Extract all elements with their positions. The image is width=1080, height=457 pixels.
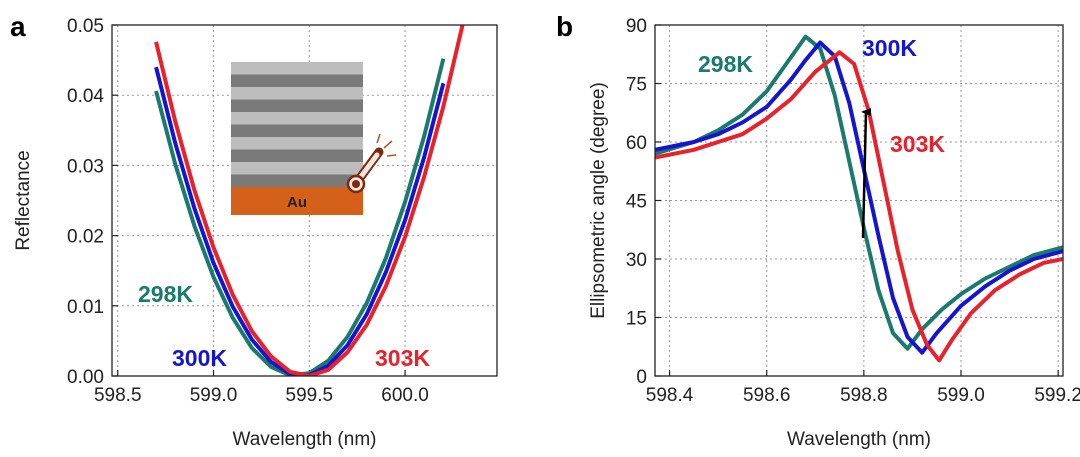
x-tick-label: 599.0 [937, 385, 985, 406]
layer [231, 112, 363, 125]
y-tick-label: 0.00 [67, 367, 104, 388]
series-label: 300K [172, 345, 227, 371]
panel-label: a [10, 11, 26, 42]
x-tick-label: 599.0 [190, 385, 238, 406]
plot-lines [154, 25, 465, 376]
x-tick-label: 600.0 [381, 385, 429, 406]
gold-layer [231, 187, 363, 215]
y-tick-label: 0.01 [67, 297, 104, 318]
x-tick-label: 598.5 [94, 385, 142, 406]
panel-label: b [556, 11, 573, 42]
x-tick-label: 599.5 [286, 385, 334, 406]
y-tick-label: 0.04 [67, 86, 104, 107]
y-tick-label: 75 [626, 75, 647, 96]
y-tick-label: 0 [636, 367, 647, 388]
plot-frame [111, 24, 498, 377]
layer [231, 62, 363, 75]
heat-mark [376, 133, 381, 144]
series-label: 303K [375, 345, 430, 371]
series-label: 303K [890, 131, 945, 157]
x-tick-label: 599.2 [1034, 385, 1080, 406]
layer [231, 137, 363, 150]
inset-label: Au [287, 194, 307, 211]
y-tick-label: 90 [626, 16, 647, 37]
heat-mark [386, 154, 397, 157]
layer [231, 124, 363, 137]
y-tick-label: 60 [626, 133, 647, 154]
y-tick-label: 45 [626, 192, 647, 213]
x-axis-title: Wavelength (nm) [787, 429, 931, 450]
series-label: 300K [862, 35, 917, 61]
y-tick-label: 0.05 [67, 16, 104, 37]
layer [231, 174, 363, 187]
x-tick-label: 598.8 [840, 385, 888, 406]
layer [231, 162, 363, 175]
x-tick-label: 598.4 [646, 385, 694, 406]
series-label: 298K [698, 51, 753, 77]
plot-frame [654, 24, 1064, 377]
x-tick-label: 598.6 [743, 385, 791, 406]
layer [231, 149, 363, 162]
y-tick-label: 30 [626, 250, 647, 271]
y-axis-title: Ellipsometric angle (degree) [588, 82, 609, 319]
series-line [154, 25, 465, 376]
x-axis-title: Wavelength (nm) [233, 429, 377, 450]
heat-mark [383, 140, 393, 149]
layer [231, 99, 363, 112]
layer [231, 74, 363, 87]
shift-arrow [861, 108, 872, 239]
y-tick-label: 15 [626, 309, 647, 330]
y-tick-label: 0.02 [67, 227, 104, 248]
y-tick-label: 0.03 [67, 156, 104, 177]
series-label: 298K [138, 281, 193, 307]
y-axis-title: Reflectance [13, 150, 34, 250]
series-line [655, 50, 1063, 363]
thermometer-dot [352, 180, 360, 188]
layer [231, 87, 363, 100]
inset: Au [231, 62, 397, 215]
plot-lines [655, 34, 1063, 363]
